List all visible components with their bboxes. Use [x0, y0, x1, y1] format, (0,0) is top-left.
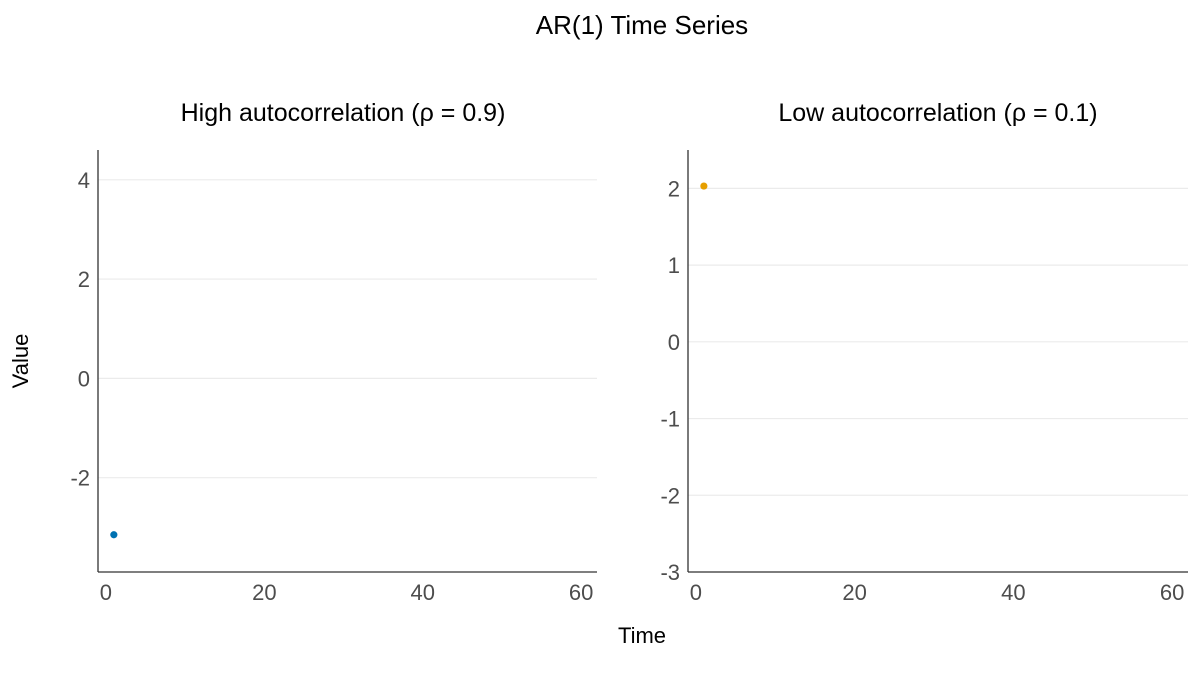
y-tick-label: -2	[70, 466, 90, 491]
data-point	[700, 182, 708, 190]
chart-title: AR(1) Time Series	[536, 10, 748, 40]
y-tick-label: 0	[78, 366, 90, 391]
x-axis-title: Time	[618, 623, 666, 648]
panel-high-autocorrelation: High autocorrelation (ρ = 0.9) -2 0 2 4 0 20…	[70, 99, 597, 605]
y-tick-label: 2	[78, 267, 90, 292]
x-tick-label: 40	[411, 580, 435, 605]
x-tick-label: 60	[1160, 580, 1184, 605]
data-points-low	[700, 182, 708, 190]
y-axis-title: Value	[8, 334, 33, 389]
x-tick-label: 0	[690, 580, 702, 605]
y-tick-label: -2	[660, 483, 680, 508]
x-tick-label: 20	[252, 580, 276, 605]
x-tick-label: 0	[100, 580, 112, 605]
data-points-high	[110, 531, 118, 539]
axis-lines-low	[687, 150, 1188, 573]
grid-lines-high	[98, 179, 597, 479]
y-tick-labels-low: -3 -2 -1 0 1 2	[660, 176, 680, 585]
y-tick-label: -3	[660, 560, 680, 585]
data-point	[110, 531, 118, 539]
x-tick-label: 60	[569, 580, 593, 605]
x-tick-label: 40	[1001, 580, 1025, 605]
x-tick-labels-high: 0 20 40 60	[100, 580, 594, 605]
axis-lines-high	[97, 150, 597, 573]
panel-low-autocorrelation: Low autocorrelation (ρ = 0.1) -3-2-1012 …	[660, 99, 1188, 605]
panel-title-low: Low autocorrelation (ρ = 0.1)	[778, 99, 1097, 127]
panel-title-high: High autocorrelation (ρ = 0.9)	[181, 99, 506, 127]
x-tick-labels-low: 0 20 40 60	[690, 580, 1185, 605]
y-tick-label: 1	[668, 253, 680, 278]
y-tick-label: 2	[668, 176, 680, 201]
x-tick-label: 20	[842, 580, 866, 605]
y-tick-labels-high: -2 0 2 4	[70, 168, 90, 491]
y-tick-label: 4	[78, 168, 90, 193]
y-tick-label: 0	[668, 330, 680, 355]
grid-lines-low	[688, 187, 1188, 573]
y-tick-label: -1	[660, 407, 680, 432]
